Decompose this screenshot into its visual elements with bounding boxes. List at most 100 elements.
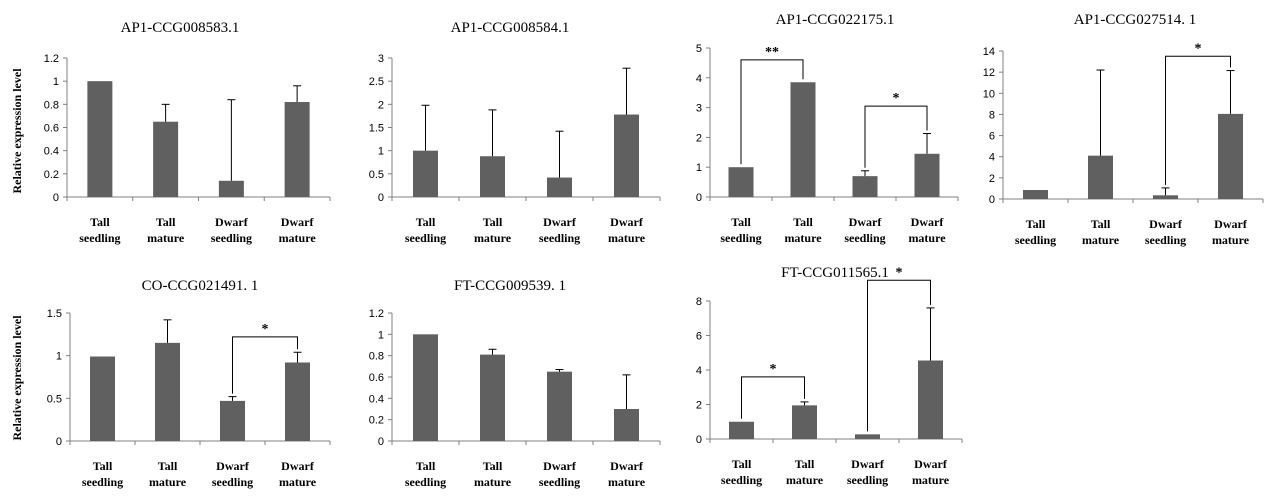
- bar: [480, 156, 505, 197]
- y-tick-label: 1: [53, 76, 59, 88]
- y-tick-label: 2: [989, 173, 995, 185]
- y-tick-label: 0: [378, 436, 384, 448]
- y-tick-label: 2: [696, 400, 702, 412]
- category-label: Dwarf: [281, 215, 315, 229]
- y-tick-label: 4: [696, 365, 702, 377]
- bar: [413, 334, 438, 441]
- y-tick-label: 8: [696, 296, 702, 308]
- bar: [855, 434, 880, 439]
- y-tick-label: 0.2: [44, 169, 59, 181]
- category-label: Dwarf: [281, 459, 315, 473]
- significance-bracket: [741, 376, 805, 419]
- category-label: Tall: [795, 457, 815, 471]
- category-label: Dwarf: [543, 215, 577, 229]
- category-label: Tall: [416, 215, 436, 229]
- category-label: seedling: [720, 231, 761, 245]
- category-label: mature: [147, 231, 185, 245]
- significance-label: *: [262, 322, 269, 337]
- bar: [728, 167, 754, 197]
- y-tick-label: 1.5: [369, 123, 384, 135]
- bar: [1023, 190, 1048, 199]
- significance-label: **: [765, 45, 779, 60]
- y-tick-label: 3: [696, 103, 702, 115]
- y-tick-label: 0: [378, 192, 384, 204]
- category-label: Tall: [1026, 217, 1046, 231]
- y-tick-label: 0: [53, 192, 59, 204]
- category-label: seedling: [212, 475, 253, 489]
- y-tick-label: 0: [56, 436, 62, 448]
- bar: [1153, 195, 1178, 199]
- category-label: Tall: [793, 215, 813, 229]
- category-label: Dwarf: [911, 215, 945, 229]
- y-tick-label: 0.8: [369, 351, 384, 363]
- bar: [614, 114, 639, 197]
- y-tick-label: 8: [989, 109, 995, 121]
- significance-bracket: [740, 59, 804, 165]
- y-tick-label: 12: [983, 67, 995, 79]
- bar: [87, 81, 113, 197]
- bar: [413, 150, 438, 197]
- category-label: Dwarf: [215, 215, 249, 229]
- y-tick-label: 6: [696, 331, 702, 343]
- y-tick-label: 0.4: [44, 146, 59, 158]
- bar: [547, 371, 572, 441]
- category-label: Tall: [1091, 217, 1111, 231]
- category-label: mature: [608, 231, 646, 245]
- chart-panel-1: AP1-CCG008583.1 0 0.2 0.4 0.6 0.8 1 1.2 Tall seed…: [44, 20, 331, 245]
- bar: [285, 362, 310, 441]
- significance-label: *: [1195, 41, 1202, 56]
- y-tick-label: 0.6: [44, 123, 59, 135]
- category-label: mature: [784, 231, 822, 245]
- bar: [614, 409, 639, 441]
- bar: [155, 342, 180, 441]
- y-tick-label: 14: [983, 46, 995, 58]
- category-label: mature: [474, 231, 512, 245]
- y-axis-label-row2: Relative expression level: [10, 315, 24, 441]
- significance-label: *: [896, 265, 903, 280]
- category-label: Tall: [732, 457, 752, 471]
- chart-title: AP1-CCG022175.1: [776, 12, 895, 28]
- category-label: Dwarf: [610, 215, 644, 229]
- category-label: Tall: [90, 215, 110, 229]
- category-label: mature: [1082, 233, 1120, 247]
- category-label: Tall: [483, 215, 503, 229]
- category-label: Dwarf: [543, 459, 577, 473]
- chart-title: CO-CCG021491. 1: [142, 278, 259, 294]
- y-tick-label: 0.8: [44, 99, 59, 111]
- bar: [90, 356, 115, 441]
- bar: [1088, 155, 1113, 199]
- y-tick-label: 0.4: [369, 393, 384, 405]
- category-label: Tall: [158, 459, 178, 473]
- significance-label: *: [893, 91, 900, 106]
- bar: [729, 421, 754, 439]
- category-label: seedling: [847, 473, 888, 487]
- y-tick-label: 0.5: [369, 169, 384, 181]
- y-tick-label: 5: [696, 43, 702, 55]
- y-tick-label: 2: [696, 132, 702, 144]
- chart-panel-5: CO-CCG021491. 1 0 0.5 1 1.5 Tall seedling Tall m…: [47, 278, 331, 489]
- chart-panel-2: AP1-CCG008584.1 0 0.5 1 1.5 2 2.5 3 Tall seedling…: [369, 20, 661, 245]
- category-label: seedling: [539, 231, 580, 245]
- category-label: seedling: [82, 475, 123, 489]
- category-label: mature: [149, 475, 187, 489]
- y-tick-label: 0.6: [369, 372, 384, 384]
- y-tick-label: 1.2: [369, 308, 384, 320]
- category-label: mature: [912, 473, 950, 487]
- category-label: mature: [608, 475, 646, 489]
- y-tick-label: 0: [696, 434, 702, 446]
- y-tick-label: 1: [378, 146, 384, 158]
- category-label: Tall: [731, 215, 751, 229]
- y-tick-label: 2: [378, 99, 384, 111]
- y-tick-label: 1: [696, 162, 702, 174]
- y-axis-label-row1: Relative expression level: [10, 68, 24, 194]
- category-label: mature: [279, 475, 317, 489]
- y-tick-label: 0.2: [369, 415, 384, 427]
- category-label: seedling: [405, 475, 446, 489]
- category-label: seedling: [539, 475, 580, 489]
- y-tick-label: 1.2: [44, 53, 59, 65]
- y-tick-label: 1: [56, 351, 62, 363]
- significance-bracket: [867, 279, 931, 432]
- chart-title: FT-CCG011565.1: [781, 265, 889, 281]
- bar: [153, 121, 179, 197]
